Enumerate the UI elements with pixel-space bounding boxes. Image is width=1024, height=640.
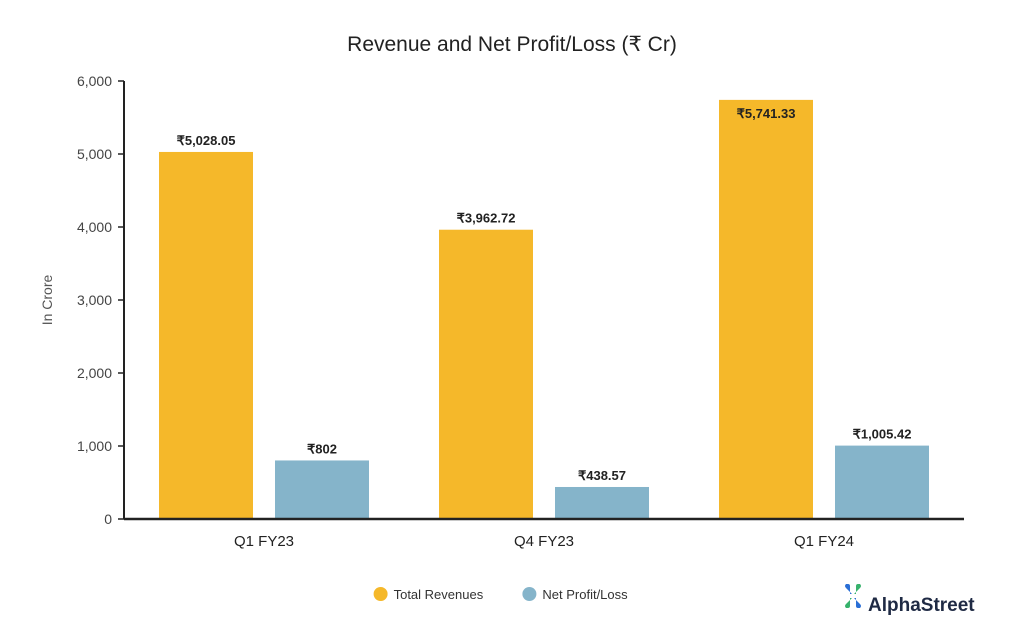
y-tick-label: 1,000 xyxy=(77,438,112,454)
data-labels-group: ₹5,028.05 ₹802 ₹3,962.72 ₹438.57 ₹5,741.33 ₹1… xyxy=(177,106,912,483)
data-label: ₹1,005.42 xyxy=(853,427,912,442)
y-axis-label: In Crore xyxy=(39,275,55,326)
bar-series-group xyxy=(159,99,929,520)
data-label: ₹438.57 xyxy=(578,468,626,483)
legend-marker xyxy=(373,587,388,601)
data-label: ₹3,962.72 xyxy=(457,211,516,226)
x-tick-label: Q1 FY23 xyxy=(234,533,294,550)
data-label: ₹802 xyxy=(307,441,337,456)
brand-name: AlphaStreet xyxy=(868,595,975,616)
x-tick-label: Q1 FY24 xyxy=(794,533,854,550)
x-tick-label: Q4 FY23 xyxy=(514,533,574,550)
legend-marker xyxy=(522,587,537,601)
y-axis: 0 1,000 2,000 3,000 4,000 5,000 6,000 xyxy=(77,73,124,527)
y-tick-label: 6,000 xyxy=(77,73,112,89)
bar xyxy=(835,445,929,519)
legend: Total Revenues Net Profit/Loss xyxy=(373,587,628,602)
alphastreet-logo-icon xyxy=(845,584,861,608)
chart-title: Revenue and Net Profit/Loss (₹ Cr) xyxy=(347,33,677,56)
y-tick-label: 3,000 xyxy=(77,292,112,308)
brand-logo: AlphaStreet xyxy=(845,584,975,616)
x-axis-labels: Q1 FY23 Q4 FY23 Q1 FY24 xyxy=(234,533,854,550)
y-tick-label: 4,000 xyxy=(77,219,112,235)
y-tick-label: 0 xyxy=(104,511,112,527)
bar xyxy=(555,486,649,519)
bar xyxy=(719,99,813,520)
bar xyxy=(275,460,369,519)
legend-label: Total Revenues xyxy=(394,587,484,602)
bar xyxy=(159,151,253,520)
data-label: ₹5,741.33 xyxy=(737,106,796,121)
y-tick-label: 5,000 xyxy=(77,146,112,162)
data-label: ₹5,028.05 xyxy=(177,133,236,148)
y-tick-label: 2,000 xyxy=(77,365,112,381)
legend-label: Net Profit/Loss xyxy=(542,587,628,602)
bar xyxy=(439,229,533,519)
